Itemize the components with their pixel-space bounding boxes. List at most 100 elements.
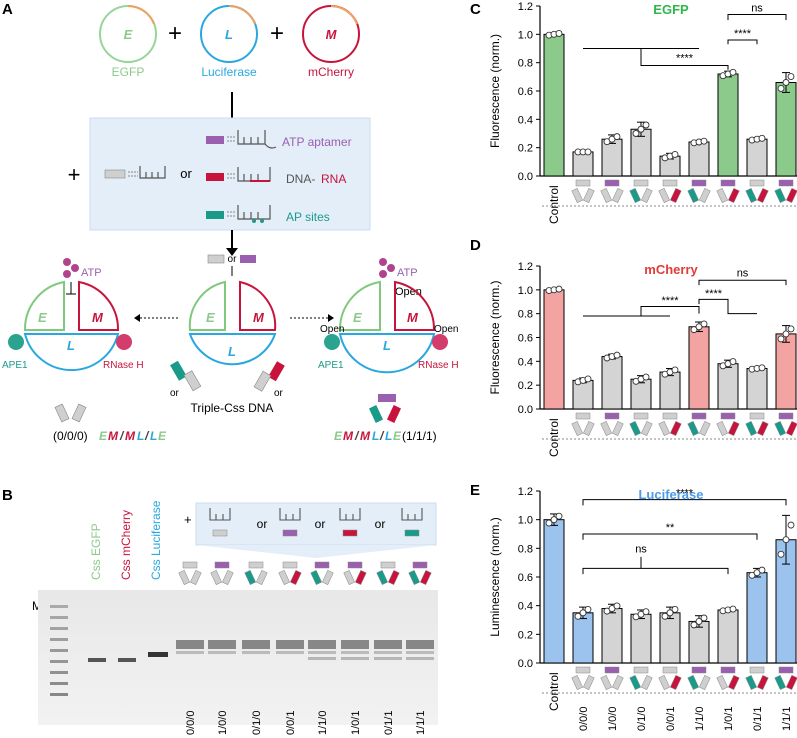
icon-ape-block [745, 420, 758, 436]
bar-icon [600, 179, 624, 203]
icon-rna-block [756, 187, 769, 203]
gel-band [308, 651, 336, 654]
category-label: 1/1/0 [694, 707, 706, 731]
icon-atp-block [662, 666, 678, 674]
data-point [787, 73, 795, 81]
logic-slash: / [119, 429, 125, 443]
y-tick-label: 0.0 [518, 171, 533, 183]
b-lane-icon [178, 561, 202, 585]
data-point [777, 550, 785, 558]
data-point [637, 125, 645, 133]
icon-atp-block [604, 179, 620, 187]
logic-e: E [99, 429, 108, 443]
panel-label-b: B [2, 487, 13, 504]
variant-label: AP sites [286, 210, 330, 224]
plus-sign-big: + [68, 162, 81, 187]
icon-ape-block [600, 420, 613, 436]
icon-atp-block [749, 666, 765, 674]
variant-label: DNA- [286, 172, 315, 186]
icon-atp-block [691, 666, 707, 674]
data-point [671, 366, 679, 374]
chart-title: EGFP [653, 2, 689, 17]
open-label: Open [434, 324, 458, 335]
y-tick-label: 1.2 [518, 261, 533, 273]
icon-rna-block [640, 420, 653, 436]
seg-e: E [206, 310, 215, 325]
icon-atp-block [633, 179, 649, 187]
logic-slash: / [144, 429, 150, 443]
icon-atp-block [633, 666, 649, 674]
data-point [695, 323, 703, 331]
icon-rna-block [727, 674, 740, 690]
ladder-band [50, 649, 68, 652]
data-point [729, 68, 737, 76]
icon-atp-block [380, 561, 396, 569]
icon-rna-block [611, 420, 624, 436]
data-point [632, 130, 640, 137]
seg-e: E [353, 310, 362, 325]
open-label: Open [320, 324, 344, 335]
chart-C: EGFP Fluorescence (norm.) 0.0 0.2 0.4 0.6 0.8 1… [488, 1, 797, 224]
variant-box-b [195, 502, 437, 546]
icon-atp-block [604, 412, 620, 420]
icon-atp-block [778, 412, 794, 420]
data-point [758, 364, 766, 372]
logic-right: E M / M L / L E [334, 429, 402, 443]
icon-atp-block [691, 412, 707, 420]
icon-ape-block [716, 187, 729, 203]
icon-atp-block [720, 412, 736, 420]
bar [688, 326, 710, 410]
seg-l: L [383, 338, 391, 353]
icon-ape-block [745, 187, 758, 203]
logic-l: L [137, 429, 144, 443]
charts: EGFP Fluorescence (norm.) 0.0 0.2 0.4 0.6 0.8 1… [488, 1, 797, 731]
gel-band [341, 640, 369, 649]
variant-dna-rna: DNA- RNA [206, 167, 346, 186]
y-tick-label: 1.2 [518, 486, 533, 498]
icon-rna-block [387, 569, 400, 585]
gel-band [148, 652, 168, 657]
icon-ape-block [716, 420, 729, 436]
bar-icon [571, 666, 595, 690]
data-point [787, 521, 795, 529]
plasmid-letter-e: E [124, 27, 133, 42]
icon-rna-block [698, 187, 711, 203]
category-label: 0/0/0 [578, 707, 590, 731]
lane-code: 0/0/0 [185, 711, 197, 735]
b-lane-triples [178, 561, 432, 585]
category-label: 1/1/1 [781, 707, 793, 731]
icon-atp-block [662, 412, 678, 420]
data-point [782, 536, 790, 544]
data-point [690, 621, 698, 629]
sig-bracket [583, 48, 729, 70]
data-point [695, 617, 703, 625]
sig-bracket [582, 556, 729, 575]
sig-bracket [582, 499, 787, 506]
y-tick-label: 1.0 [518, 515, 533, 527]
panel-label-c: C [470, 1, 481, 18]
logic-e: E [393, 429, 402, 443]
data-point [642, 608, 650, 616]
logic-m: M [108, 429, 119, 443]
icon-rna-block [640, 674, 653, 690]
data-point [584, 605, 592, 613]
lane-code: 0/1/0 [251, 711, 263, 735]
icon-atp-block [182, 561, 198, 569]
data-point [690, 326, 698, 334]
bar [543, 289, 565, 410]
panel-label-a: A [2, 1, 13, 18]
significance-label: ns [635, 544, 647, 556]
bar-icon [774, 666, 797, 690]
bar-icon [716, 412, 740, 436]
icon-rna-block [698, 674, 711, 690]
icon-rna-block [698, 420, 711, 436]
y-tick-label: 1.0 [518, 29, 533, 41]
icon-rna-block [354, 569, 367, 585]
gel-band [341, 651, 369, 654]
lane-code: 0/1/1 [383, 711, 395, 735]
rnaseh-label: RNase H [418, 360, 459, 371]
gel-band [242, 651, 270, 654]
panel-label-d: D [470, 237, 481, 254]
logic-m: M [343, 429, 354, 443]
b-lane-codes: 0/0/0 1/0/0 0/1/0 0/0/1 1/1/0 1/0/1 0/1/1 1/1/1 [185, 711, 427, 735]
